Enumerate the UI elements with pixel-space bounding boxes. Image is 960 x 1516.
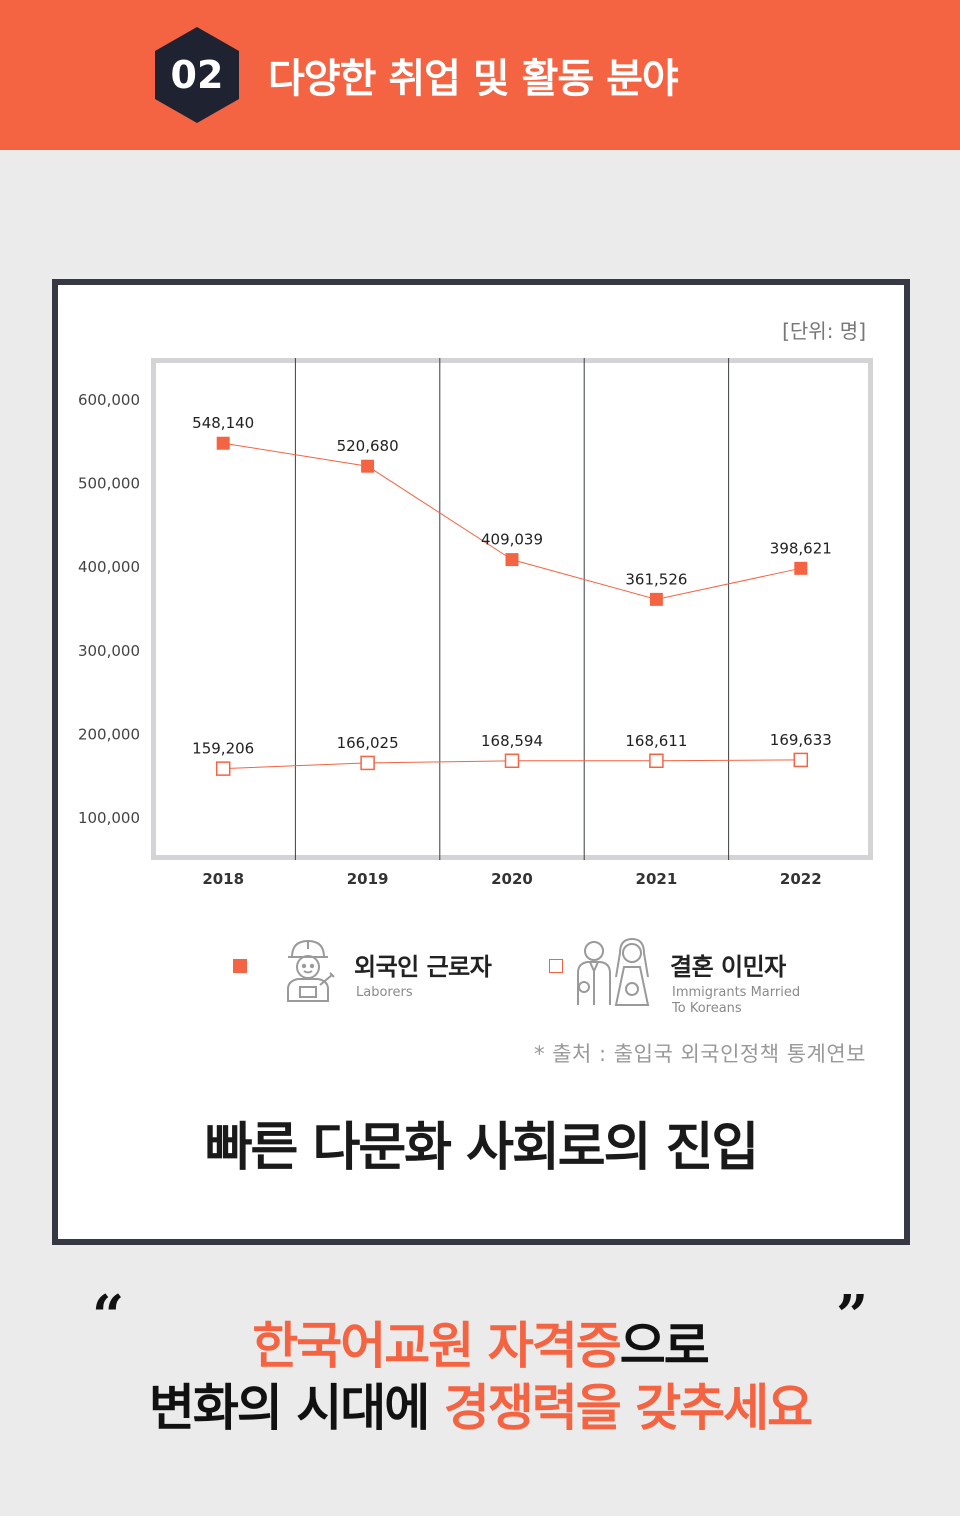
y-tick-label: 500,000 <box>78 475 140 493</box>
wedding-couple-icon <box>577 937 650 1006</box>
laborers-point <box>649 592 663 606</box>
married-point <box>504 753 520 769</box>
data-label: 159,206 <box>192 740 254 758</box>
married-point <box>215 761 231 776</box>
plot-border <box>151 358 873 860</box>
data-label: 520,680 <box>337 437 399 455</box>
hexagon-badge <box>155 27 239 123</box>
slogan-line-1-rest: 으로 <box>619 1317 710 1375</box>
legend-laborers-marker <box>233 959 247 973</box>
card-headline: 빠른 다문화 사회로의 진입 <box>204 1118 760 1178</box>
data-label: 548,140 <box>192 414 254 432</box>
married-point <box>360 755 375 771</box>
laborers-point <box>216 436 230 450</box>
slogan-line-2-start: 변화의 시대에 <box>148 1379 444 1437</box>
married-point <box>649 753 664 769</box>
data-label: 168,594 <box>481 732 543 750</box>
x-tick-label: 2020 <box>491 870 533 888</box>
legend-laborers-title: 외국인 근로자 <box>354 953 492 981</box>
section-number: 02 <box>170 53 224 97</box>
data-label: 361,526 <box>625 570 687 588</box>
slogan-line-1-highlight: 한국어교원 자격증 <box>252 1317 621 1375</box>
y-tick-label: 600,000 <box>78 391 140 409</box>
slogan-line-2: 변화의 시대에 경쟁력을 갖추세요 <box>0 1368 960 1440</box>
laborers-point <box>361 459 375 473</box>
source-note: * 출처 : 출입국 외국인정책 통계연보 <box>534 1042 866 1066</box>
data-label: 398,621 <box>770 539 832 557</box>
x-tick-label: 2018 <box>202 870 244 888</box>
section-title: 다양한 취업 및 활동 분야 <box>268 56 679 102</box>
x-tick-label: 2021 <box>636 870 678 888</box>
y-tick-label: 400,000 <box>78 558 140 576</box>
worker-icon <box>287 939 335 1002</box>
open-quote-icon: “ <box>92 1283 125 1349</box>
close-quote-icon: ” <box>836 1283 869 1349</box>
legend-married-subtitle-1: Immigrants Married <box>672 985 801 1000</box>
data-label: 168,611 <box>625 732 687 750</box>
series-line <box>223 442 801 600</box>
line-chart: 600,000 500,000 400,000 300,000 200,000 100,0… <box>78 358 873 888</box>
unit-label: [단위: 명] <box>782 319 866 343</box>
data-label: 169,633 <box>770 731 832 749</box>
x-tick-label: 2022 <box>780 870 822 888</box>
legend-married-marker <box>549 959 563 973</box>
legend-married-subtitle-2: To Koreans <box>672 1001 742 1016</box>
y-tick-label: 100,000 <box>78 809 140 827</box>
slogan-line-1: 한국어교원 자격증으로 <box>0 1306 960 1378</box>
legend-laborers-subtitle: Laborers <box>356 985 413 1000</box>
legend-married-title: 결혼 이민자 <box>670 953 786 981</box>
y-tick-label: 200,000 <box>78 726 140 744</box>
laborers-point <box>794 561 808 575</box>
slogan-line-2-highlight: 경쟁력을 갖추세요 <box>443 1379 813 1437</box>
married-point <box>793 752 809 768</box>
x-tick-label: 2019 <box>347 870 389 888</box>
data-label: 409,039 <box>481 531 543 549</box>
chart-card: [단위: 명] 600,000 500,000 400,000 300,000 200,… <box>52 279 910 1245</box>
data-label: 166,025 <box>337 734 399 752</box>
y-tick-label: 300,000 <box>78 642 140 660</box>
laborers-point <box>505 553 519 567</box>
